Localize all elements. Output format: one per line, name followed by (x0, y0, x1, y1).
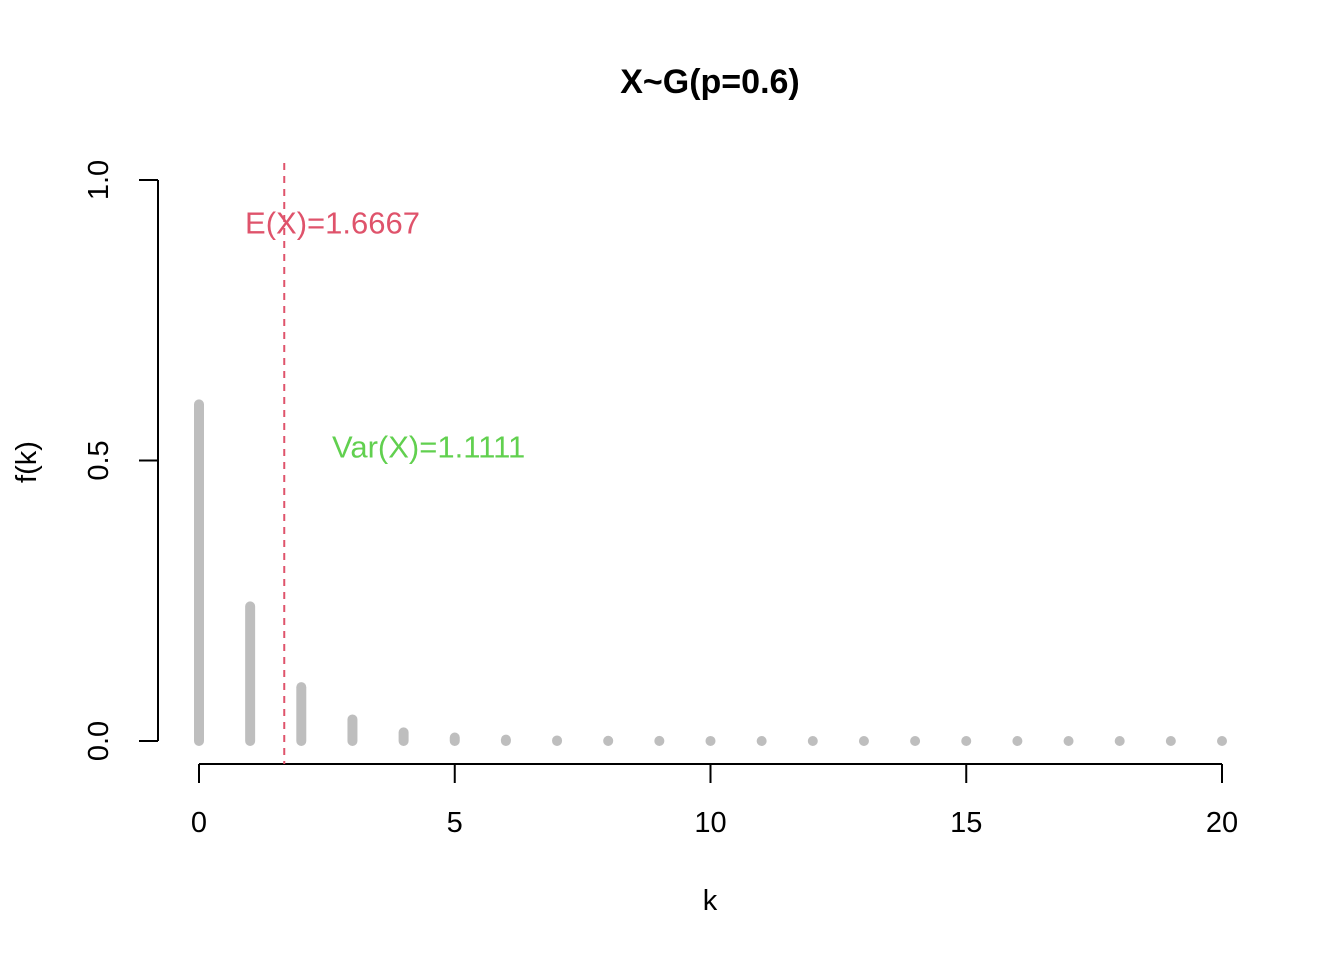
chart-title: X~G(p=0.6) (620, 63, 800, 101)
x-axis-label: k (703, 885, 718, 917)
annotation-label: Var(X)=1.1111 (332, 430, 525, 465)
y-tick-label: 0.5 (83, 440, 115, 480)
y-axis: 0.0 0.5 1.0 (83, 160, 159, 761)
y-axis-label: f(k) (11, 441, 43, 483)
annotations: E(X)=1.6667 Var(X)=1.1111 (245, 205, 525, 464)
x-tick-label: 0 (191, 807, 207, 839)
y-tick-label: 1.0 (83, 160, 115, 200)
x-tick-label: 20 (1206, 807, 1238, 839)
annotation-label: E(X)=1.6667 (245, 205, 420, 240)
x-axis: 0 5 10 15 20 (191, 763, 1238, 839)
x-tick-label: 10 (694, 807, 726, 839)
x-tick-label: 5 (447, 807, 463, 839)
bars (194, 399, 1227, 746)
y-tick-label: 0.0 (83, 721, 115, 761)
x-tick-label: 15 (950, 807, 982, 839)
